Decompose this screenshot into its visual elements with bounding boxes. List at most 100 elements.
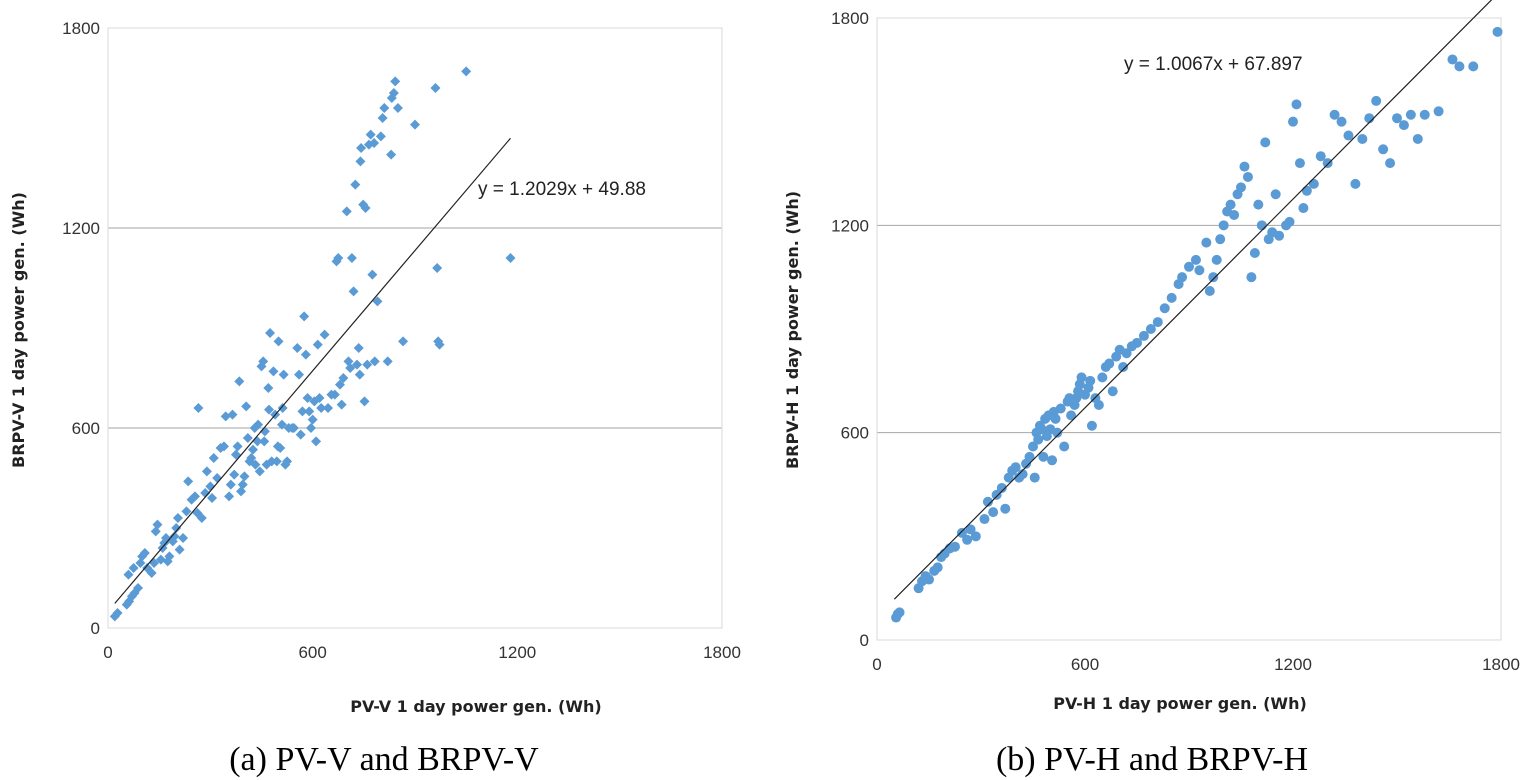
data-point xyxy=(346,253,357,263)
data-point xyxy=(305,423,316,433)
data-point xyxy=(1028,441,1038,452)
x-ticks-b: 0 600 1200 1800 xyxy=(872,655,1520,674)
equation-b: y = 1.0067x + 67.897 xyxy=(1124,54,1303,75)
data-point xyxy=(369,138,380,148)
data-point xyxy=(367,269,378,280)
data-point xyxy=(295,429,306,440)
trendline-b xyxy=(893,0,1493,600)
data-point xyxy=(341,206,352,217)
x-tick-label: 600 xyxy=(1071,655,1099,674)
data-point xyxy=(232,441,243,452)
data-point xyxy=(388,88,399,98)
data-point xyxy=(970,531,981,542)
data-point xyxy=(1343,130,1354,141)
data-point xyxy=(218,441,229,452)
y-tick-label: 0 xyxy=(91,619,100,638)
y-tick-label: 1800 xyxy=(62,19,100,38)
data-point xyxy=(230,449,241,460)
caption-b: (b) PV-H and BRPV-H xyxy=(996,741,1308,778)
data-point xyxy=(924,574,934,585)
y-tick-label: 600 xyxy=(72,419,100,438)
data-point xyxy=(350,179,361,190)
data-point xyxy=(988,507,999,518)
data-point xyxy=(258,356,269,367)
data-point xyxy=(1194,265,1205,276)
data-point xyxy=(1288,116,1298,127)
data-point xyxy=(461,66,472,77)
data-point xyxy=(1419,109,1430,120)
data-point xyxy=(1256,220,1267,231)
data-point xyxy=(250,459,261,470)
data-point xyxy=(152,519,163,530)
data-point xyxy=(1107,386,1118,397)
plot-area-a xyxy=(107,27,723,629)
data-point xyxy=(932,562,943,573)
data-point xyxy=(1392,113,1402,124)
data-point xyxy=(1253,199,1264,210)
data-point xyxy=(207,493,218,503)
data-point xyxy=(266,456,277,467)
data-point xyxy=(139,548,150,558)
data-point xyxy=(356,143,367,153)
data-point xyxy=(1097,372,1108,383)
data-point xyxy=(1405,109,1416,120)
grid-a xyxy=(108,227,722,429)
data-point xyxy=(273,336,284,347)
x-tick-label: 1800 xyxy=(703,643,741,662)
points-b xyxy=(891,26,1503,623)
data-point xyxy=(1336,116,1347,127)
data-point xyxy=(430,83,441,93)
data-point xyxy=(991,489,1002,500)
data-point xyxy=(155,554,166,565)
data-point xyxy=(1385,158,1396,169)
data-point xyxy=(259,426,270,437)
data-point xyxy=(410,119,420,130)
data-point xyxy=(1159,303,1170,314)
data-point xyxy=(252,436,263,447)
x-tick-label: 0 xyxy=(872,655,881,674)
data-point xyxy=(372,296,383,307)
data-point xyxy=(302,393,313,403)
data-point xyxy=(1433,106,1444,117)
data-point xyxy=(193,403,204,413)
data-point xyxy=(312,339,323,350)
data-point xyxy=(1291,99,1302,110)
data-point xyxy=(1350,178,1361,189)
data-point xyxy=(307,414,318,425)
data-point xyxy=(333,253,344,263)
data-point xyxy=(352,359,363,370)
data-point xyxy=(505,253,516,263)
data-point xyxy=(271,456,282,467)
data-point xyxy=(246,453,257,463)
data-point xyxy=(1218,220,1229,231)
data-point xyxy=(172,513,183,523)
data-point xyxy=(200,488,211,498)
data-point xyxy=(1033,434,1044,445)
data-point xyxy=(1225,199,1236,210)
data-point xyxy=(242,433,253,443)
data-point xyxy=(133,583,144,593)
data-point xyxy=(1052,427,1063,438)
data-point xyxy=(1190,254,1201,265)
data-point xyxy=(1024,451,1035,462)
data-point xyxy=(196,513,207,523)
data-point xyxy=(956,527,967,538)
data-point xyxy=(174,544,185,555)
data-point xyxy=(1270,189,1281,200)
data-point xyxy=(239,471,250,482)
y-ticks-a: 0 600 1200 1800 xyxy=(62,19,100,638)
data-point xyxy=(354,369,365,380)
data-point xyxy=(220,411,231,422)
data-point xyxy=(1029,472,1040,483)
data-point xyxy=(300,349,311,360)
equation-a: y = 1.2029x + 49.88 xyxy=(478,179,646,200)
plot-area-b xyxy=(876,17,1502,641)
data-point xyxy=(1055,403,1066,414)
data-point xyxy=(377,113,388,123)
y-tick-label: 0 xyxy=(860,631,869,650)
data-point xyxy=(1242,171,1253,182)
data-point xyxy=(1038,451,1049,462)
data-point xyxy=(234,376,245,387)
x-axis-title-a: PV-V 1 day power gen. (Wh) xyxy=(350,697,601,716)
data-point xyxy=(894,607,905,618)
